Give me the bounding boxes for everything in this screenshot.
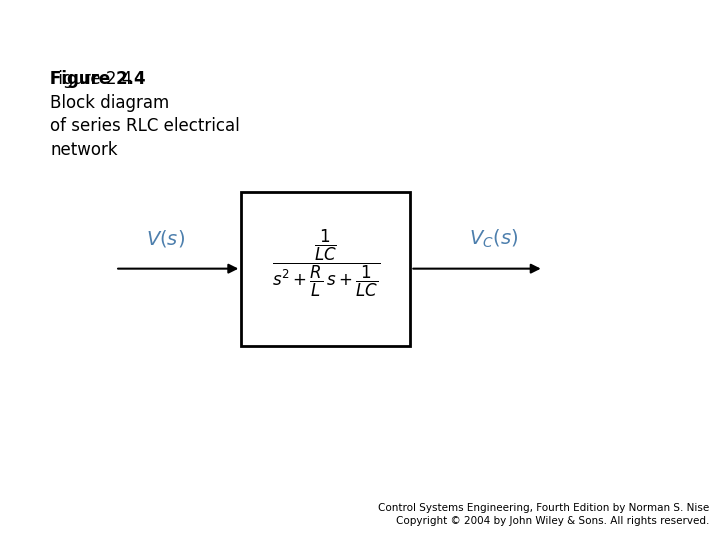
Bar — [241, 192, 410, 346]
Text: Figure 2.4: Figure 2.4 — [50, 70, 146, 88]
Text: $\dfrac{\dfrac{1}{LC}}{s^2 + \dfrac{R}{L}\,s + \dfrac{1}{LC}}$: $\dfrac{\dfrac{1}{LC}}{s^2 + \dfrac{R}{L… — [271, 227, 380, 299]
Text: Control Systems Engineering, Fourth Edition by Norman S. Nise
Copyright © 2004 b: Control Systems Engineering, Fourth Edit… — [378, 503, 709, 526]
Text: Figure 2.4
Block diagram
of series RLC electrical
network: Figure 2.4 Block diagram of series RLC e… — [50, 70, 240, 159]
Text: $V(s)$: $V(s)$ — [146, 228, 185, 249]
Text: $V_C(s)$: $V_C(s)$ — [469, 228, 518, 250]
